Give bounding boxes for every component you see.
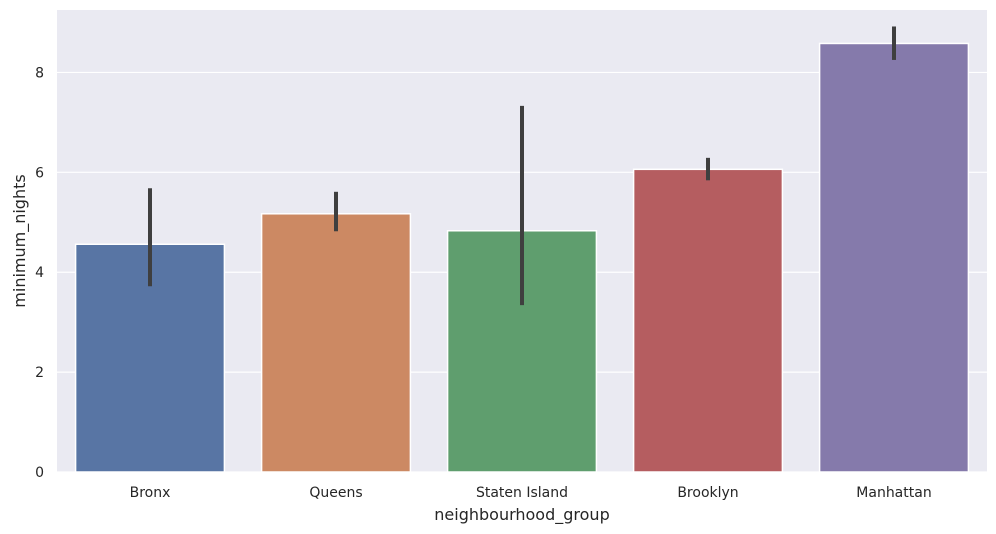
y-tick-labels: 0 2 4 6 8 <box>35 65 44 481</box>
y-axis-label: minimum_nights <box>10 174 30 307</box>
y-tick-label: 2 <box>35 365 44 381</box>
error-bars <box>148 26 896 306</box>
y-tick-label: 4 <box>35 265 44 281</box>
bar-manhattan <box>818 42 970 473</box>
x-axis-label: neighbourhood_group <box>434 505 609 525</box>
y-tick-label: 6 <box>35 165 44 181</box>
y-tick-label: 8 <box>35 65 44 81</box>
bar-brooklyn <box>632 168 784 473</box>
x-tick-label: Bronx <box>130 485 171 501</box>
bar-queens <box>260 213 412 473</box>
bars <box>74 42 970 473</box>
x-tick-label: Staten Island <box>476 485 568 501</box>
y-tick-label: 0 <box>35 465 44 481</box>
x-tick-labels: Bronx Queens Staten Island Brooklyn Manhatta… <box>130 485 932 501</box>
x-tick-label: Brooklyn <box>677 485 738 501</box>
x-tick-label: Queens <box>309 485 362 501</box>
x-tick-label: Manhattan <box>856 485 931 501</box>
